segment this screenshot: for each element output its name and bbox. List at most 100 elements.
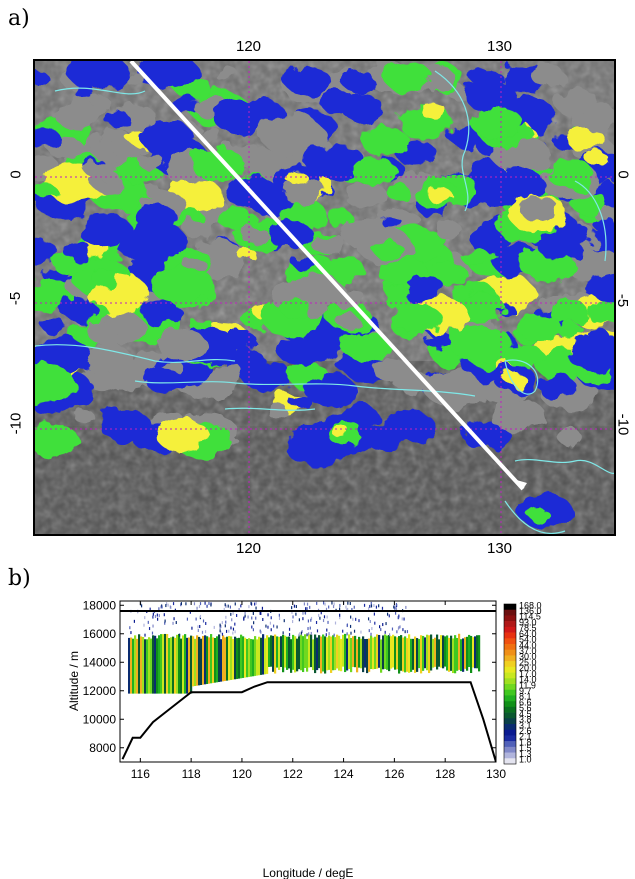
curtain-column	[312, 639, 315, 671]
speckle	[384, 630, 386, 634]
speckle	[381, 606, 384, 610]
speckle	[152, 615, 154, 619]
speckle	[370, 632, 372, 636]
cloud-cell	[546, 159, 594, 189]
x-tick-label: 128	[435, 767, 455, 781]
y-tick-label: 18000	[83, 598, 117, 612]
map-bottom-tick-120: 120	[236, 540, 262, 557]
curtain-column	[298, 635, 301, 670]
cloud-cell	[538, 375, 578, 400]
cloud-cell	[567, 334, 614, 373]
speckle	[320, 611, 322, 615]
coastline	[504, 359, 539, 395]
colorbar-label: 17.0	[519, 669, 537, 679]
curtain-column	[262, 634, 265, 675]
speckle	[302, 617, 304, 621]
curtain-column	[184, 634, 187, 694]
speckle	[276, 625, 278, 629]
speckle	[129, 626, 131, 630]
curtain-column	[360, 638, 363, 669]
cloud-cell	[306, 143, 365, 181]
x-tick-label: 118	[182, 767, 201, 781]
speckle	[368, 607, 370, 611]
curtain-column	[294, 636, 297, 673]
plot-frame	[119, 600, 497, 763]
curtain-column	[264, 638, 267, 675]
cloud-cell	[406, 275, 444, 299]
coastline	[35, 344, 236, 364]
speckle	[326, 615, 328, 619]
curtain-column	[358, 636, 361, 668]
colorbar-swatch	[504, 718, 516, 725]
speckle	[156, 613, 158, 617]
speckle	[399, 625, 401, 629]
cloud-cell	[35, 278, 75, 314]
curtain-column	[364, 638, 367, 668]
colorbar-swatch	[504, 678, 516, 685]
colorbar-label: 64.0	[519, 629, 537, 639]
speckle	[238, 607, 240, 611]
speckle	[300, 631, 303, 635]
speckle	[232, 611, 234, 615]
speckle	[369, 604, 371, 608]
cloud-cell	[146, 369, 186, 394]
speckle	[225, 629, 228, 633]
speckle	[301, 630, 303, 634]
curtain-column	[378, 634, 381, 668]
curtain-column	[194, 638, 197, 687]
colorbar-label: 114.5	[519, 612, 541, 622]
cloud-cell	[84, 162, 109, 178]
cloud-cell	[530, 65, 565, 87]
curtain-column	[374, 636, 377, 669]
speckle	[167, 603, 169, 607]
curtain-column	[372, 637, 375, 670]
curtain-column	[204, 635, 207, 685]
cloud-cell	[150, 264, 214, 304]
colorbar-swatch	[504, 729, 516, 736]
curtain-column	[188, 637, 191, 694]
colorbar-swatch	[504, 666, 516, 673]
curtain-column	[376, 634, 379, 669]
curtain-column	[338, 635, 341, 671]
speckle	[351, 608, 353, 612]
cloud-cell	[433, 220, 461, 238]
cloud-cell	[334, 312, 358, 327]
curtain-column	[468, 634, 471, 668]
curtain-column	[452, 638, 455, 674]
speckle	[395, 608, 397, 612]
curtain-column	[244, 637, 247, 678]
cloud-cell	[61, 299, 99, 323]
cloud-cell	[285, 170, 308, 185]
curtain-column	[240, 634, 243, 679]
colorbar-label: 1.3	[519, 749, 532, 759]
curtain-column	[246, 638, 249, 678]
speckle	[234, 602, 236, 606]
speckle	[273, 624, 275, 628]
curtain-column	[216, 636, 219, 683]
speckle	[302, 611, 304, 615]
curtain-column	[142, 637, 145, 694]
speckle	[130, 631, 132, 635]
curtain-column	[432, 638, 435, 668]
speckle	[199, 614, 202, 618]
colorbar-swatch	[504, 712, 516, 719]
speckle	[325, 633, 327, 637]
cloud-cell	[386, 184, 411, 200]
curtain-column	[366, 638, 369, 674]
colorbar-label: 37.0	[519, 646, 537, 656]
curtain-column	[190, 635, 193, 694]
speckle	[240, 604, 242, 608]
colorbar-label: 93.0	[519, 617, 537, 627]
speckle	[293, 604, 296, 608]
speckle	[230, 612, 232, 616]
cloud-cell	[127, 221, 186, 259]
curtain-column	[434, 637, 437, 667]
curtain-column	[370, 635, 373, 670]
cloud-cell	[312, 234, 347, 256]
colorbar-swatch	[504, 638, 516, 645]
curtain-column	[180, 638, 183, 694]
speckle	[323, 615, 326, 619]
curtain-column	[400, 635, 403, 671]
curtain-column	[380, 639, 383, 673]
satellite-map-image	[35, 61, 614, 534]
